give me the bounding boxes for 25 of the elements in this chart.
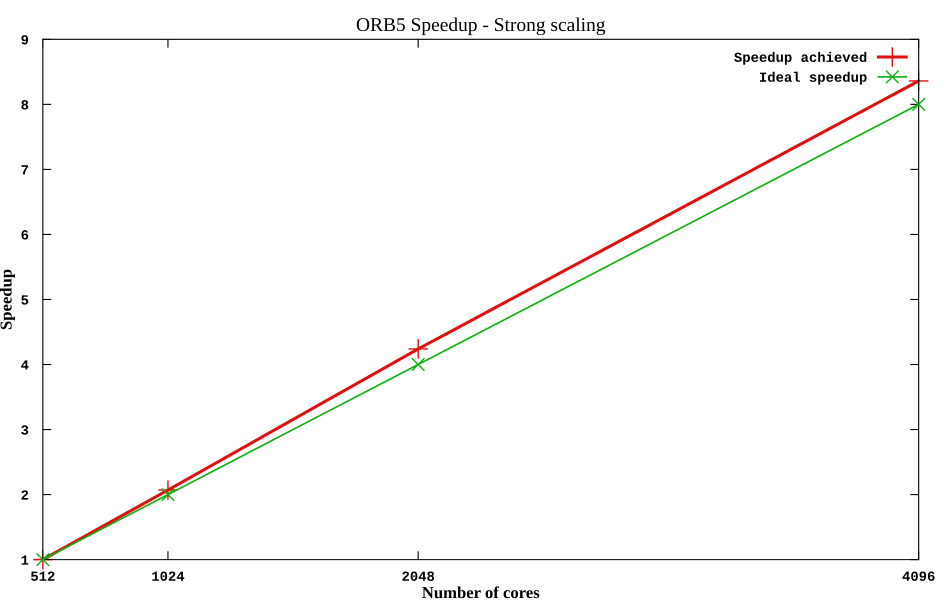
legend-label: Speedup achieved — [734, 52, 866, 65]
y-tick-label: 6 — [21, 230, 28, 240]
y-tick-label: 5 — [21, 295, 28, 305]
y-tick-label: 9 — [21, 35, 28, 44]
legend-label: Ideal speedup — [760, 72, 867, 85]
y-tick-label: 3 — [21, 425, 28, 435]
x-tick-label: 512 — [31, 572, 55, 581]
x-tick-label: 1024 — [152, 572, 184, 581]
x-tick-label: 4096 — [902, 572, 935, 581]
y-axis-title: Speedup — [0, 270, 16, 330]
point — [161, 488, 175, 502]
chart-title: ORB5 Speedup - Strong scaling — [356, 18, 606, 36]
point — [912, 97, 926, 112]
y-tick-label: 8 — [21, 100, 28, 110]
point — [411, 358, 426, 372]
x-tick-label: 2048 — [402, 572, 434, 581]
y-tick-label: 4 — [21, 360, 29, 370]
point — [158, 480, 178, 500]
point — [32, 549, 54, 570]
point — [408, 338, 429, 360]
x-axis-title: Number of cores — [422, 586, 540, 598]
y-tick-label: 2 — [21, 490, 28, 500]
point — [908, 70, 930, 92]
y-tick-label: 1 — [22, 556, 28, 565]
y-tick-label: 7 — [22, 165, 28, 174]
